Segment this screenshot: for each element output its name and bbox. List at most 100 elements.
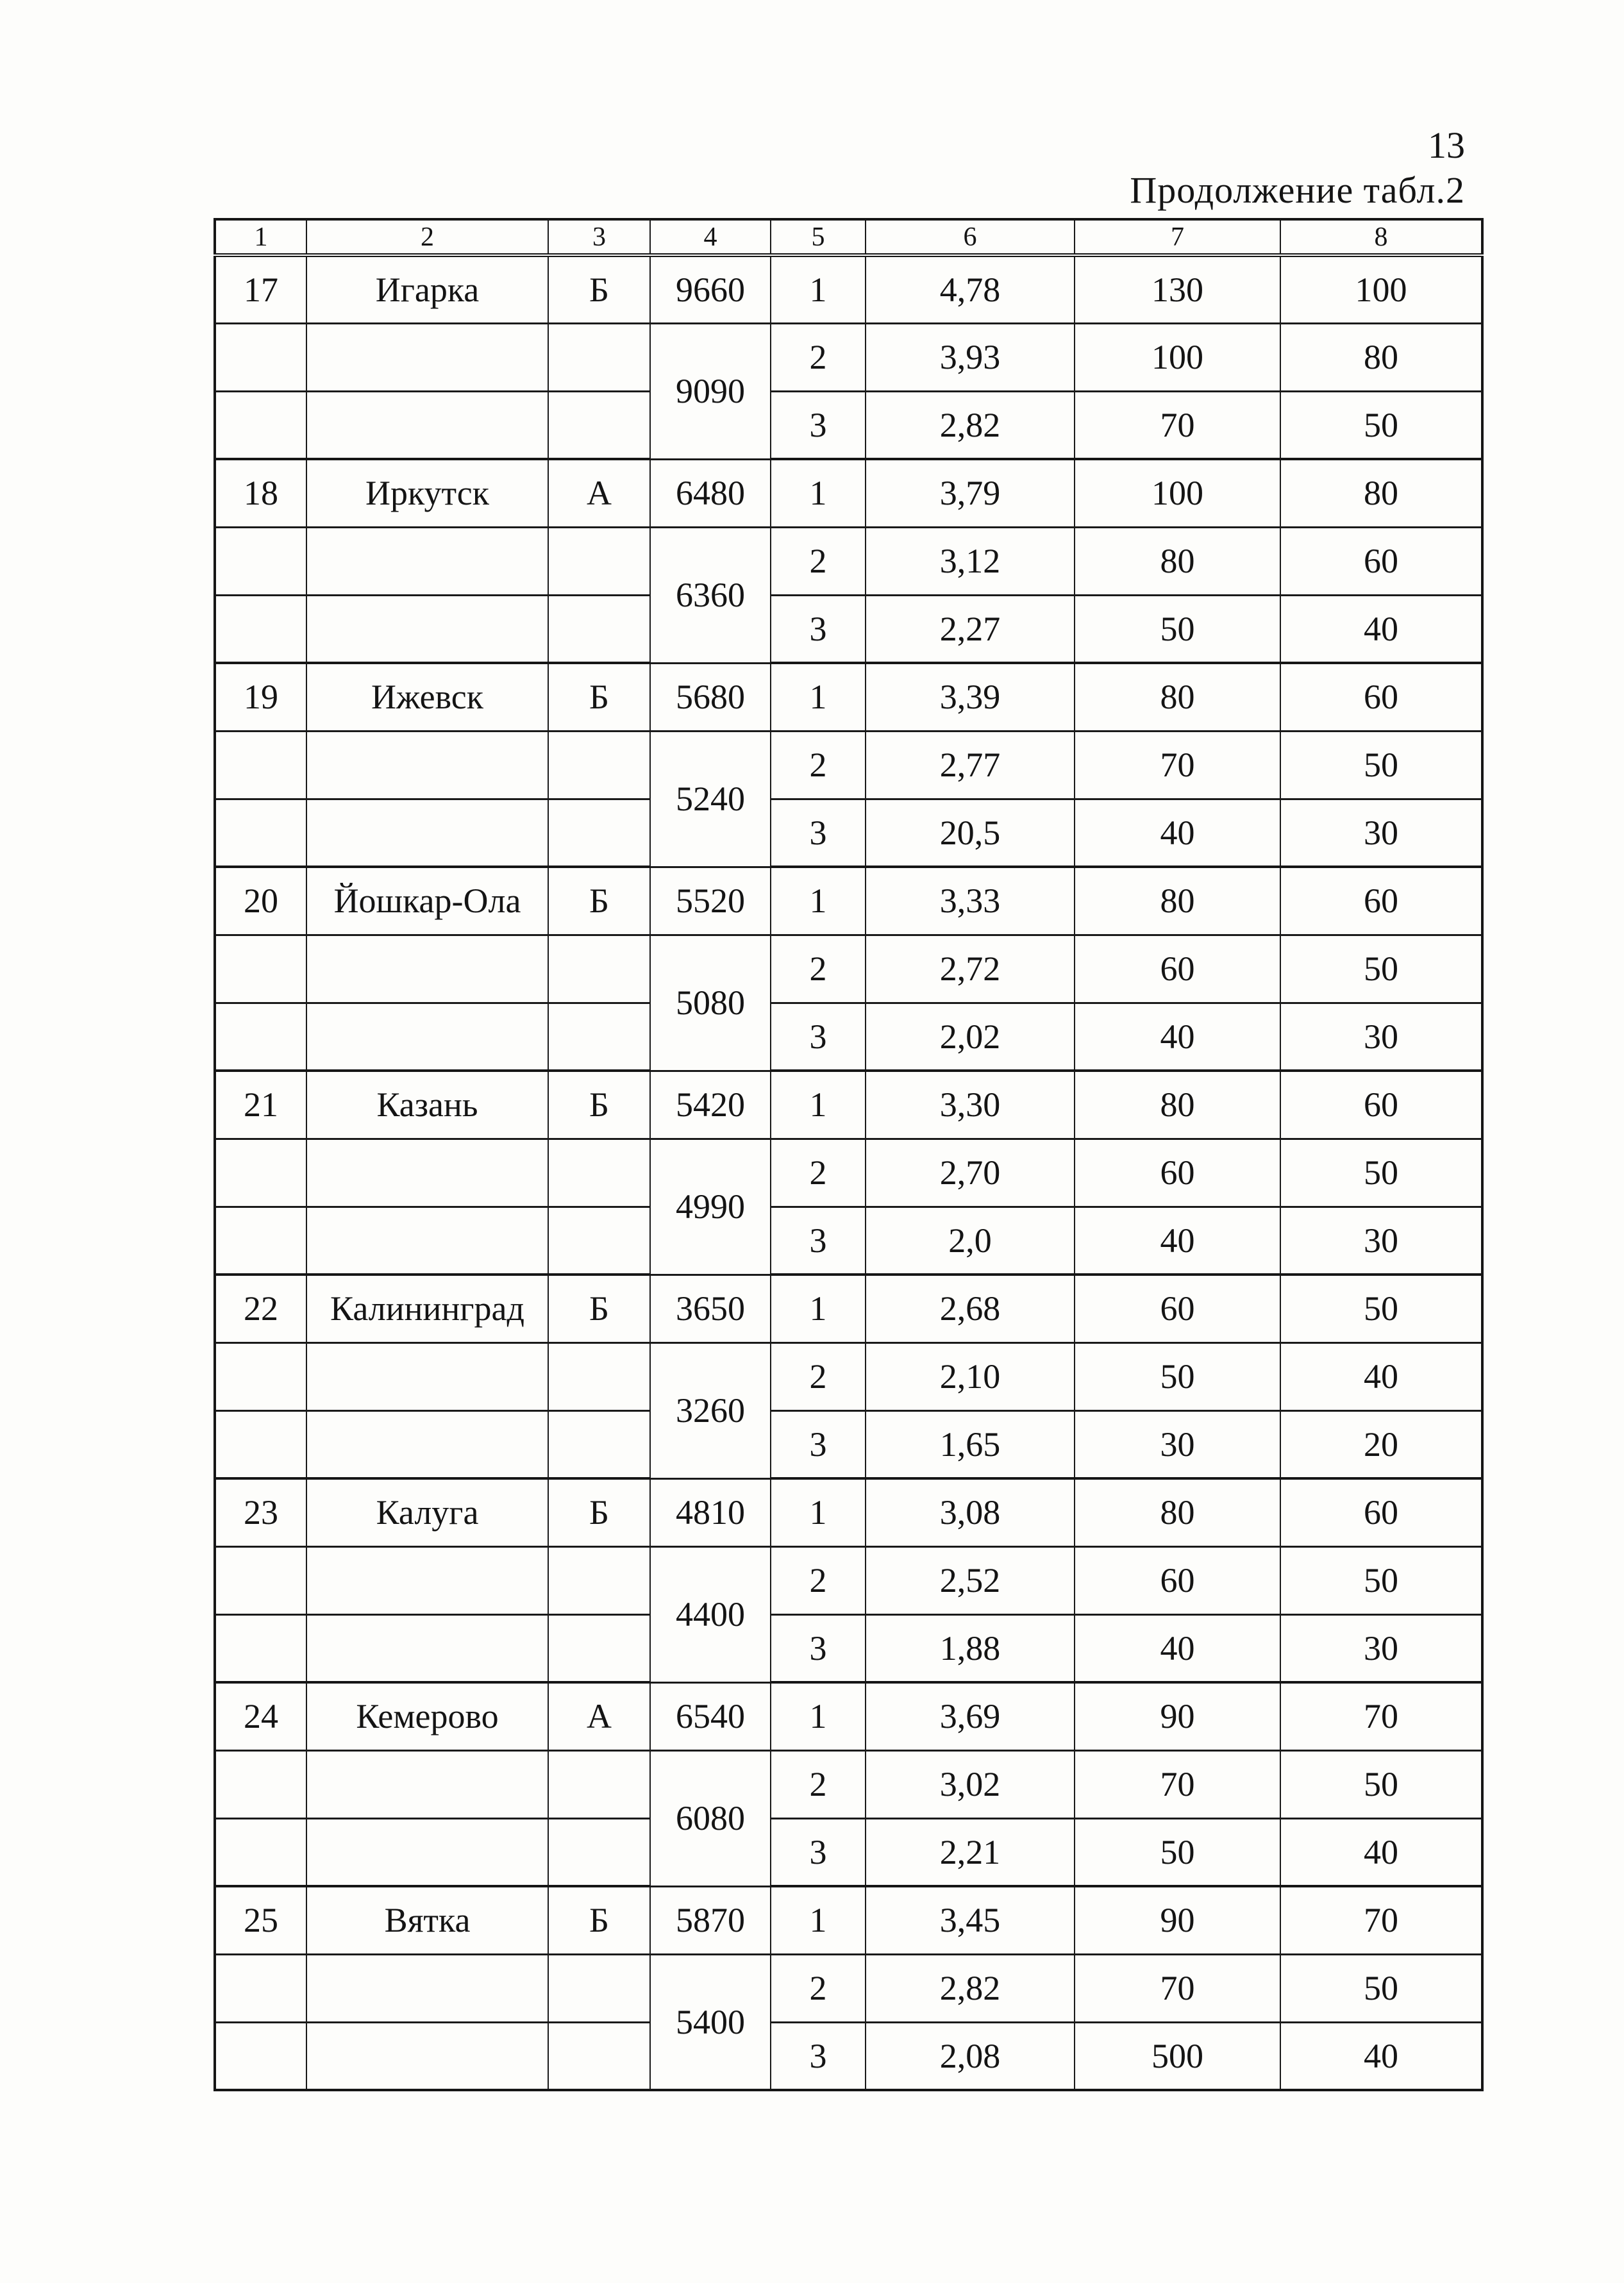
- col6-cell: 3,30: [865, 1071, 1075, 1140]
- row-num-cell: 25: [214, 1886, 307, 1955]
- value1-cell: 9660: [649, 255, 771, 324]
- row-num-cell: [214, 391, 307, 460]
- col6-cell: 3,02: [865, 1750, 1075, 1819]
- subrow-index-cell: 2: [770, 1954, 866, 2023]
- category-cell: [548, 595, 651, 664]
- value2-cell: 4990: [649, 1139, 771, 1276]
- city-cell: [306, 527, 549, 596]
- col6-cell: 2,0: [865, 1207, 1075, 1276]
- col7-cell: 50: [1074, 1818, 1281, 1887]
- col-header-6: 6: [865, 219, 1075, 257]
- col7-cell: 100: [1074, 323, 1281, 392]
- col7-cell: 40: [1074, 1003, 1281, 1072]
- subrow-index-cell: 2: [770, 935, 866, 1004]
- category-cell: [548, 1139, 651, 1208]
- col6-cell: 2,08: [865, 2022, 1075, 2091]
- col8-cell: 30: [1280, 1207, 1483, 1276]
- category-cell: [548, 1818, 651, 1887]
- category-cell: [548, 1614, 651, 1684]
- row-num-cell: 19: [214, 663, 307, 732]
- category-cell: А: [548, 459, 651, 528]
- row-num-cell: [214, 731, 307, 800]
- value2-cell: 4400: [649, 1546, 771, 1684]
- subrow-index-cell: 1: [770, 1275, 866, 1344]
- col7-cell: 100: [1074, 459, 1281, 528]
- subrow-index-cell: 2: [770, 1342, 866, 1412]
- city-cell: Иркутск: [306, 459, 549, 528]
- category-cell: [548, 935, 651, 1004]
- col8-cell: 80: [1280, 323, 1483, 392]
- row-num-cell: 22: [214, 1275, 307, 1344]
- table-row: 3 2,02 40 30: [214, 1003, 1483, 1072]
- category-cell: [548, 1342, 651, 1412]
- col6-cell: 1,65: [865, 1410, 1075, 1480]
- category-cell: [548, 391, 651, 460]
- row-num-cell: [214, 1614, 307, 1684]
- table-row: 5400 2 2,82 70 50: [214, 1954, 1483, 2091]
- col6-cell: 3,93: [865, 323, 1075, 392]
- table-row: 3 1,65 30 20: [214, 1410, 1483, 1480]
- col7-cell: 60: [1074, 1546, 1281, 1616]
- category-cell: Б: [548, 1478, 651, 1548]
- category-cell: [548, 2022, 651, 2091]
- table-row: 22 Калининград Б 3650 1 2,68 60 50: [214, 1275, 1483, 1344]
- value1-cell: 6540: [649, 1682, 771, 1752]
- subrow-index-cell: 3: [770, 391, 866, 460]
- col8-cell: 20: [1280, 1410, 1483, 1480]
- category-cell: [548, 731, 651, 800]
- col7-cell: 80: [1074, 527, 1281, 596]
- col6-cell: 3,79: [865, 459, 1075, 528]
- col6-cell: 2,72: [865, 935, 1075, 1004]
- table-row: 3 1,88 40 30: [214, 1614, 1483, 1684]
- subrow-index-cell: 2: [770, 731, 866, 800]
- subrow-index-cell: 3: [770, 1410, 866, 1480]
- city-cell: Вятка: [306, 1886, 549, 1955]
- city-cell: [306, 391, 549, 460]
- col6-cell: 2,02: [865, 1003, 1075, 1072]
- col7-cell: 50: [1074, 1342, 1281, 1412]
- table-row: 3 2,82 70 50: [214, 391, 1483, 460]
- value2-cell: 5400: [649, 1954, 771, 2091]
- category-cell: Б: [548, 255, 651, 324]
- col-header-3: 3: [548, 219, 651, 257]
- table-row: 5080 2 2,72 60 50: [214, 935, 1483, 1072]
- col6-cell: 3,69: [865, 1682, 1075, 1752]
- col6-cell: 2,27: [865, 595, 1075, 664]
- col6-cell: 2,70: [865, 1139, 1075, 1208]
- page-number: 13: [1428, 124, 1465, 166]
- subrow-index-cell: 1: [770, 459, 866, 528]
- table-row: 3 20,5 40 30: [214, 799, 1483, 868]
- city-cell: [306, 595, 549, 664]
- col7-cell: 80: [1074, 1478, 1281, 1548]
- city-cell: [306, 1003, 549, 1072]
- table-continuation-caption: Продолжение табл.2: [1130, 169, 1465, 211]
- category-cell: А: [548, 1682, 651, 1752]
- col6-cell: 20,5: [865, 799, 1075, 868]
- row-num-cell: 20: [214, 867, 307, 936]
- value1-cell: 3650: [649, 1275, 771, 1344]
- subrow-index-cell: 1: [770, 1071, 866, 1140]
- col7-cell: 90: [1074, 1886, 1281, 1955]
- value2-cell: 5240: [649, 731, 771, 868]
- city-cell: [306, 2022, 549, 2091]
- col8-cell: 40: [1280, 595, 1483, 664]
- value2-cell: 9090: [649, 323, 771, 460]
- category-cell: [548, 1546, 651, 1616]
- col8-cell: 100: [1280, 255, 1483, 324]
- table-row: 3260 2 2,10 50 40: [214, 1342, 1483, 1480]
- value1-cell: 5520: [649, 867, 771, 936]
- subrow-index-cell: 1: [770, 1682, 866, 1752]
- col8-cell: 40: [1280, 1818, 1483, 1887]
- category-cell: [548, 799, 651, 868]
- col7-cell: 70: [1074, 1750, 1281, 1819]
- col8-cell: 80: [1280, 459, 1483, 528]
- row-num-cell: [214, 527, 307, 596]
- col8-cell: 40: [1280, 2022, 1483, 2091]
- subrow-index-cell: 2: [770, 323, 866, 392]
- value1-cell: 5870: [649, 1886, 771, 1955]
- col8-cell: 70: [1280, 1682, 1483, 1752]
- table-row: 3 2,08 500 40: [214, 2022, 1483, 2091]
- table-header: 1 2 3 4 5 6 7 8: [214, 219, 1483, 257]
- category-cell: Б: [548, 1275, 651, 1344]
- category-cell: Б: [548, 1886, 651, 1955]
